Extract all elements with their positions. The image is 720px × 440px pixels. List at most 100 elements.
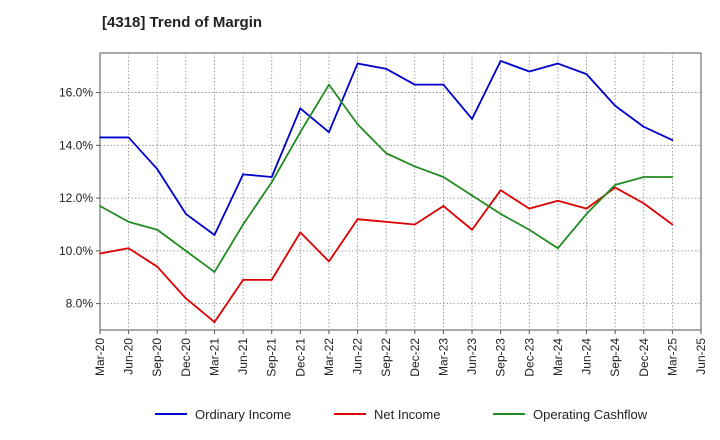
y-tick-label: 8.0% bbox=[66, 297, 94, 311]
data-point-operating-cashflow bbox=[242, 223, 244, 226]
data-point-ordinary-income bbox=[242, 173, 244, 176]
data-point-net-income bbox=[557, 199, 559, 202]
x-tick-label: Dec-21 bbox=[293, 338, 307, 377]
data-point-net-income bbox=[642, 202, 645, 205]
data-point-ordinary-income bbox=[299, 107, 302, 110]
y-tick-label: 12.0% bbox=[59, 191, 93, 205]
x-tick-label: Jun-24 bbox=[580, 338, 594, 375]
x-axis-ticks: Mar-20 Jun-20 Sep-20 Dec-20 Mar-21 Jun-21 Sep-… bbox=[93, 330, 708, 377]
x-tick-label: Sep-22 bbox=[379, 338, 393, 377]
legend: Ordinary Income Net Income Operating Cashf… bbox=[155, 407, 648, 422]
data-point-operating-cashflow bbox=[156, 228, 159, 231]
data-point-net-income bbox=[528, 207, 531, 210]
data-point-net-income bbox=[471, 228, 473, 231]
data-point-net-income bbox=[413, 223, 416, 226]
data-point-ordinary-income bbox=[499, 60, 502, 62]
data-point-net-income bbox=[299, 231, 302, 234]
x-tick-label: Jun-20 bbox=[122, 338, 136, 375]
legend-label-operating-cashflow: Operating Cashflow bbox=[533, 407, 648, 422]
x-tick-label: Jun-22 bbox=[351, 338, 365, 375]
x-tick-label: Jun-25 bbox=[694, 338, 708, 375]
data-point-ordinary-income bbox=[557, 62, 559, 65]
x-tick-label: Mar-22 bbox=[322, 338, 336, 376]
data-point-ordinary-income bbox=[413, 83, 416, 86]
data-point-operating-cashflow bbox=[471, 194, 473, 197]
x-tick-label: Dec-20 bbox=[179, 338, 193, 377]
data-point-net-income bbox=[385, 220, 388, 223]
data-point-net-income bbox=[356, 218, 359, 221]
data-point-net-income bbox=[213, 321, 216, 323]
data-point-net-income bbox=[328, 260, 330, 263]
y-tick-label: 14.0% bbox=[59, 138, 93, 152]
data-point-net-income bbox=[270, 278, 273, 281]
x-tick-label: Sep-24 bbox=[608, 338, 622, 377]
data-point-operating-cashflow bbox=[614, 184, 617, 186]
data-point-net-income bbox=[585, 207, 588, 210]
data-point-operating-cashflow bbox=[184, 249, 187, 252]
plot-area bbox=[99, 52, 702, 331]
legend-label-ordinary-income: Ordinary Income bbox=[195, 407, 291, 422]
x-tick-label: Sep-23 bbox=[494, 338, 508, 377]
data-point-net-income bbox=[99, 252, 101, 255]
data-point-ordinary-income bbox=[356, 62, 359, 65]
data-point-ordinary-income bbox=[184, 213, 187, 215]
data-point-operating-cashflow bbox=[528, 228, 531, 231]
data-point-operating-cashflow bbox=[585, 213, 588, 215]
x-tick-label: Sep-21 bbox=[265, 338, 279, 377]
data-point-net-income bbox=[442, 205, 445, 207]
data-point-net-income bbox=[127, 247, 130, 250]
x-tick-label: Sep-20 bbox=[150, 338, 164, 377]
x-tick-label: Mar-24 bbox=[551, 338, 565, 376]
data-point-operating-cashflow bbox=[299, 131, 302, 134]
data-point-operating-cashflow bbox=[642, 176, 645, 178]
x-tick-label: Dec-22 bbox=[408, 338, 422, 377]
data-point-operating-cashflow bbox=[385, 152, 388, 155]
data-point-ordinary-income bbox=[471, 118, 473, 120]
x-tick-label: Mar-23 bbox=[436, 338, 450, 376]
y-tick-label: 16.0% bbox=[59, 86, 93, 100]
data-point-net-income bbox=[614, 186, 617, 189]
data-point-ordinary-income bbox=[328, 131, 330, 134]
data-point-net-income bbox=[242, 278, 244, 281]
data-point-net-income bbox=[671, 223, 674, 226]
y-tick-label: 10.0% bbox=[59, 244, 93, 258]
data-point-operating-cashflow bbox=[213, 271, 216, 273]
x-tick-label: Mar-20 bbox=[93, 338, 107, 376]
data-point-ordinary-income bbox=[99, 136, 101, 139]
data-point-ordinary-income bbox=[585, 73, 588, 76]
data-point-operating-cashflow bbox=[328, 83, 330, 86]
data-point-operating-cashflow bbox=[499, 213, 502, 215]
x-tick-label: Mar-21 bbox=[207, 338, 221, 376]
data-point-ordinary-income bbox=[213, 234, 216, 236]
data-point-ordinary-income bbox=[442, 83, 445, 86]
legend-label-net-income: Net Income bbox=[374, 407, 440, 422]
data-point-operating-cashflow bbox=[442, 176, 445, 178]
data-point-operating-cashflow bbox=[356, 123, 359, 126]
data-point-ordinary-income bbox=[270, 176, 273, 178]
x-tick-label: Jun-23 bbox=[465, 338, 479, 375]
data-point-net-income bbox=[499, 189, 502, 192]
data-point-operating-cashflow bbox=[671, 176, 674, 178]
x-tick-label: Mar-25 bbox=[665, 338, 679, 376]
data-point-ordinary-income bbox=[156, 168, 159, 170]
data-point-operating-cashflow bbox=[127, 220, 130, 223]
x-tick-label: Dec-23 bbox=[522, 338, 536, 377]
data-point-ordinary-income bbox=[671, 139, 674, 141]
data-point-ordinary-income bbox=[385, 67, 388, 70]
data-point-ordinary-income bbox=[642, 125, 645, 128]
data-point-net-income bbox=[184, 297, 187, 300]
data-point-operating-cashflow bbox=[413, 165, 416, 168]
data-point-net-income bbox=[156, 265, 159, 268]
chart-title: [4318] Trend of Margin bbox=[102, 14, 263, 31]
data-point-operating-cashflow bbox=[99, 205, 101, 207]
y-axis-ticks: 8.0% 10.0% 12.0% 14.0% 16.0% bbox=[59, 86, 100, 311]
data-point-ordinary-income bbox=[614, 104, 617, 107]
data-point-ordinary-income bbox=[127, 136, 130, 139]
data-point-ordinary-income bbox=[528, 70, 531, 73]
data-point-operating-cashflow bbox=[557, 247, 559, 250]
x-tick-label: Jun-21 bbox=[236, 338, 250, 375]
series-lines bbox=[99, 60, 674, 323]
data-point-operating-cashflow bbox=[270, 181, 273, 184]
x-tick-label: Dec-24 bbox=[637, 338, 651, 377]
